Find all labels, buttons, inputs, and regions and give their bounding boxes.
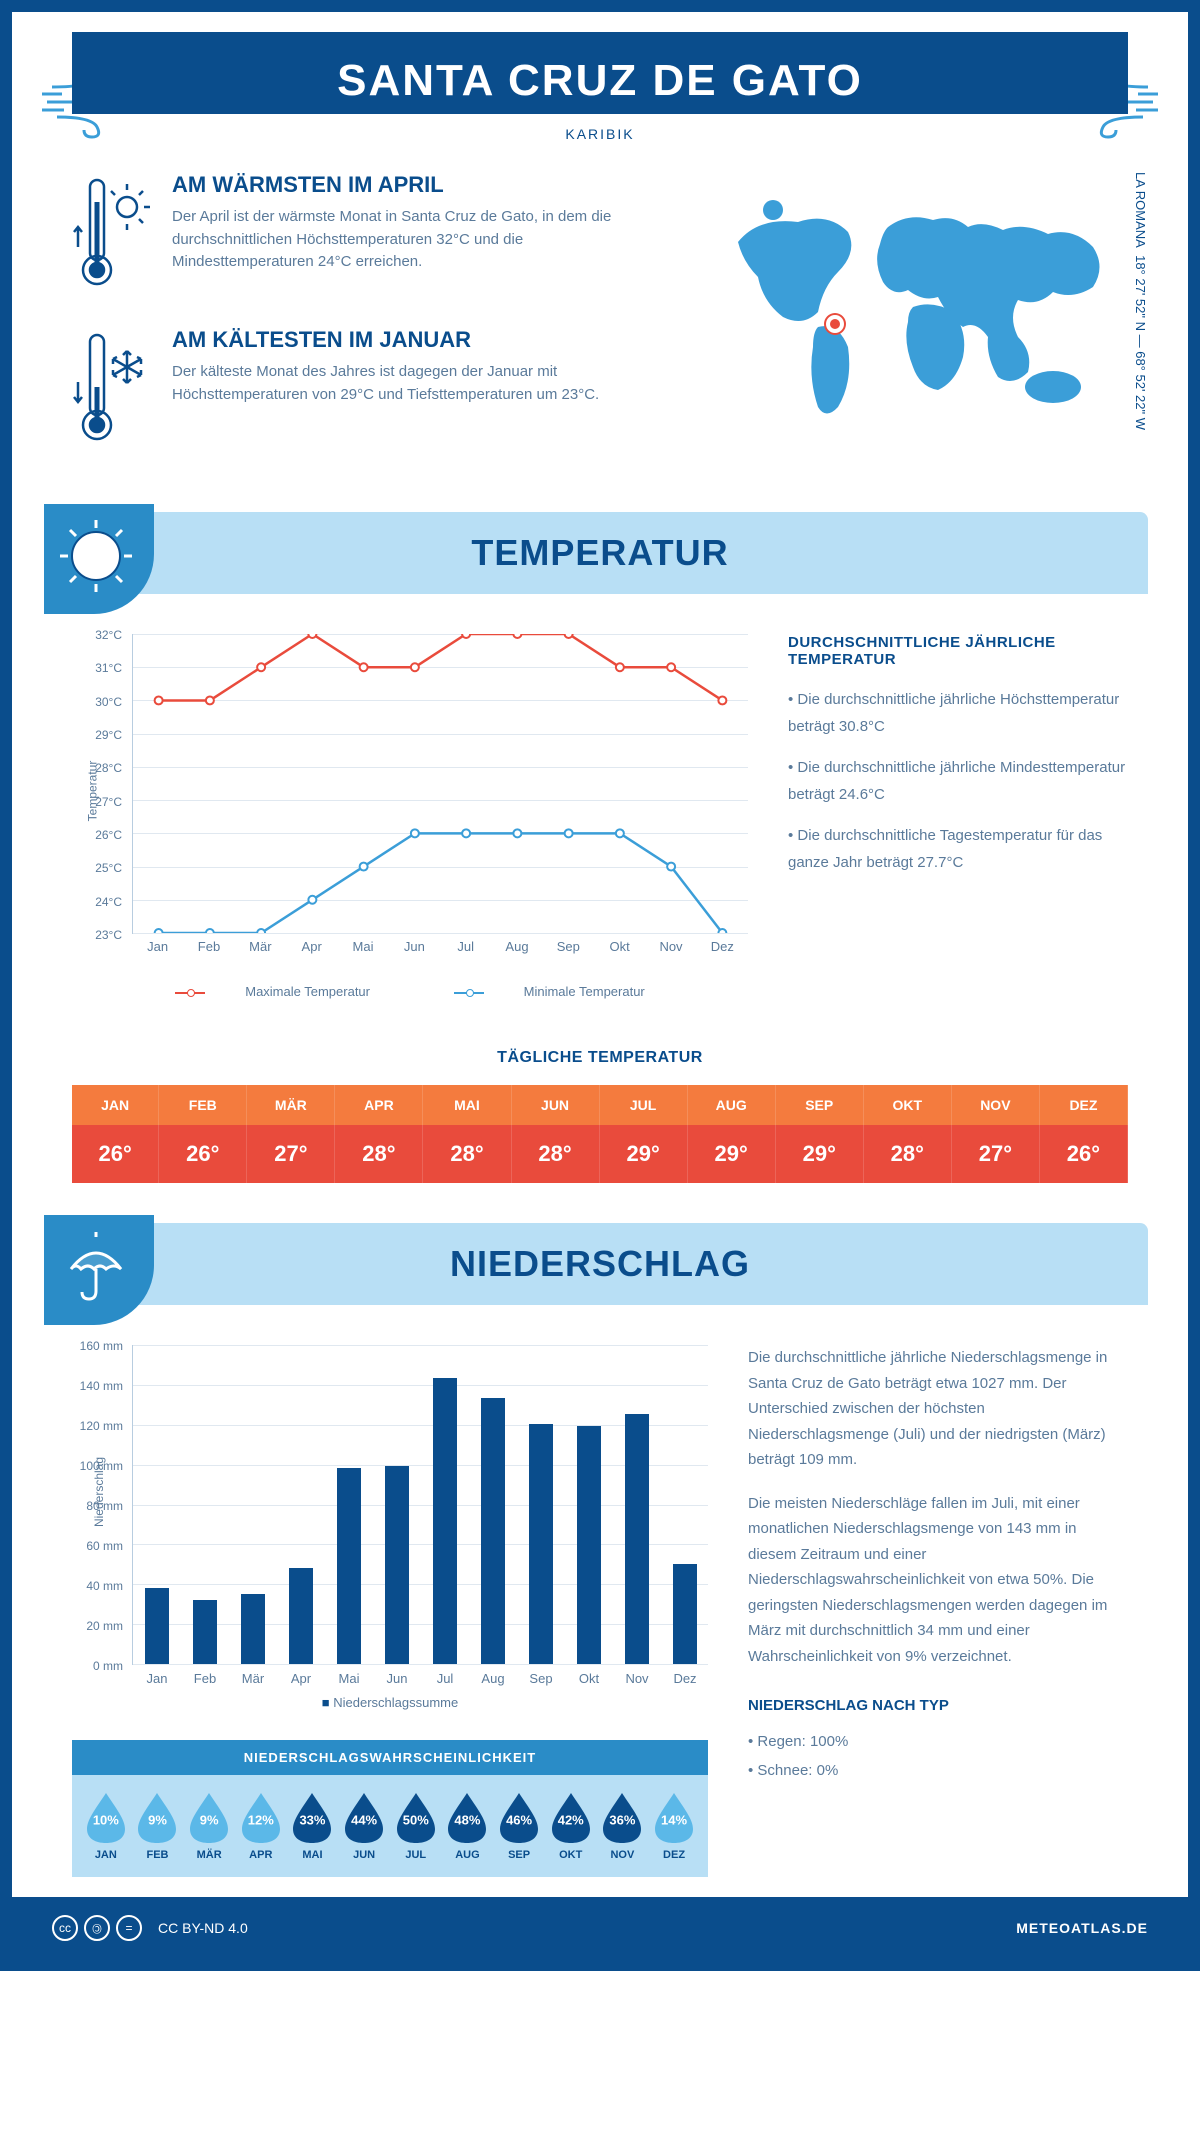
temperature-banner: TEMPERATUR: [52, 512, 1148, 594]
probability-drop: 9%MÄR: [186, 1791, 232, 1861]
precipitation-info: Die durchschnittliche jährliche Niedersc…: [748, 1345, 1128, 1877]
site-name: METEOATLAS.DE: [1016, 1920, 1148, 1936]
world-map: LA ROMANA 18° 27' 52" N — 68° 52' 22" W: [708, 172, 1128, 482]
temperature-line-chart: Temperatur 23°C24°C25°C26°C27°C28°C29°C3…: [72, 634, 748, 999]
probability-drop: 12%APR: [238, 1791, 284, 1861]
page-footer: cc 🄯 = CC BY-ND 4.0 METEOATLAS.DE: [12, 1897, 1188, 1959]
probability-drop: 14%DEZ: [651, 1791, 697, 1861]
daily-temperature-table: TÄGLICHE TEMPERATUR JANFEBMÄRAPRMAIJUNJU…: [12, 1039, 1188, 1223]
probability-drop: 44%JUN: [341, 1791, 387, 1861]
probability-drop: 42%OKT: [548, 1791, 594, 1861]
page-subtitle: KARIBIK: [12, 114, 1188, 172]
precipitation-banner: NIEDERSCHLAG: [52, 1223, 1148, 1305]
probability-drop: 36%NOV: [599, 1791, 645, 1861]
thermometer-cold-icon: [72, 327, 152, 452]
probability-drop: 10%JAN: [83, 1791, 129, 1861]
thermometer-hot-icon: [72, 172, 152, 297]
warmest-text: Der April ist der wärmste Monat in Santa…: [172, 206, 668, 274]
coldest-title: AM KÄLTESTEN IM JANUAR: [172, 327, 668, 353]
license-badge: cc 🄯 = CC BY-ND 4.0: [52, 1915, 248, 1941]
coldest-text: Der kälteste Monat des Jahres ist dagege…: [172, 361, 668, 406]
precipitation-probability: NIEDERSCHLAGSWAHRSCHEINLICHKEIT 10%JAN9%…: [72, 1740, 708, 1877]
location-marker-icon: [826, 315, 844, 333]
warmest-title: AM WÄRMSTEN IM APRIL: [172, 172, 668, 198]
temperature-info: DURCHSCHNITTLICHE JÄHRLICHE TEMPERATUR •…: [788, 634, 1128, 999]
page-header: SANTA CRUZ DE GATO: [72, 32, 1128, 114]
probability-drop: 50%JUL: [393, 1791, 439, 1861]
probability-drop: 33%MAI: [289, 1791, 335, 1861]
precipitation-bar-chart: Niederschlag 0 mm20 mm40 mm60 mm80 mm100…: [72, 1345, 708, 1877]
page-title: SANTA CRUZ DE GATO: [72, 56, 1128, 106]
probability-drop: 46%SEP: [496, 1791, 542, 1861]
chart-legend: Maximale Temperatur Minimale Temperatur: [72, 984, 748, 999]
coordinates-text: LA ROMANA 18° 27' 52" N — 68° 52' 22" W: [1133, 172, 1148, 430]
section-title: TEMPERATUR: [52, 532, 1148, 574]
section-title: NIEDERSCHLAG: [52, 1243, 1148, 1285]
probability-drop: 48%AUG: [444, 1791, 490, 1861]
probability-drop: 9%FEB: [134, 1791, 180, 1861]
